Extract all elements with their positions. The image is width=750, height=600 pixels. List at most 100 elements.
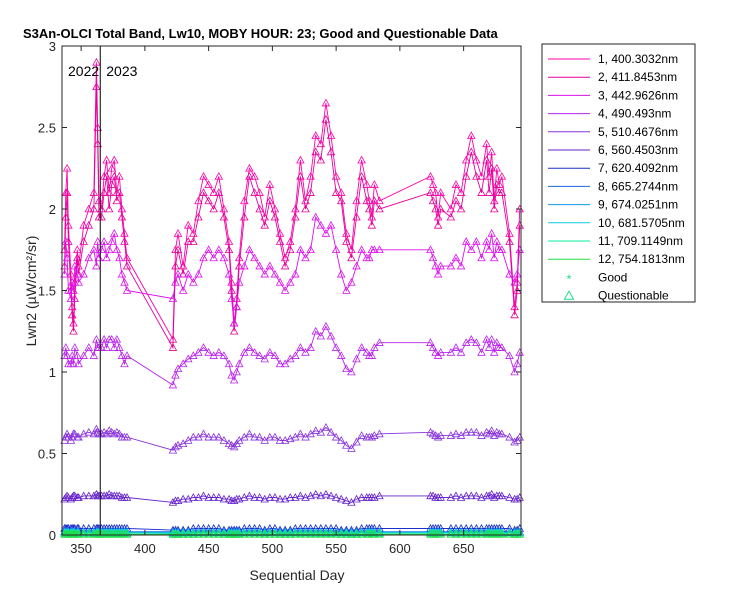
data-point <box>301 204 310 213</box>
data-point <box>461 529 471 538</box>
x-axis-ticks: 350 400 450 500 550 600 650 <box>70 46 474 556</box>
data-point <box>347 245 356 254</box>
data-point <box>370 431 379 439</box>
data-point <box>426 338 435 346</box>
y-tick-label: 1.5 <box>38 284 56 299</box>
x-axis-label: Sequential Day <box>250 567 345 583</box>
data-point <box>93 139 102 148</box>
data-point <box>104 204 114 213</box>
data-point <box>62 163 72 172</box>
data-point <box>204 529 213 538</box>
chart-title: S3An-OLCI Total Band, Lw10, MOBY HOUR: 2… <box>23 26 499 41</box>
legend-entry-8: 8, 665.2744nm <box>548 179 678 193</box>
data-point <box>375 245 384 254</box>
data-point <box>189 530 198 538</box>
data-point <box>178 269 188 278</box>
data-point <box>280 530 290 538</box>
data-point <box>270 351 280 359</box>
data-point <box>446 431 456 439</box>
legend-star-symbol: * <box>566 271 571 286</box>
data-point <box>255 188 264 196</box>
data-point <box>512 359 522 368</box>
data-point <box>451 491 461 500</box>
data-point <box>275 237 285 245</box>
data-point <box>451 180 461 188</box>
data-point <box>342 528 351 537</box>
data-point <box>229 496 239 505</box>
data-point <box>74 529 83 538</box>
data-point <box>306 343 315 351</box>
data-point <box>214 493 224 501</box>
data-point <box>461 237 471 245</box>
data-point <box>505 351 514 359</box>
data-point <box>456 493 466 501</box>
data-point <box>357 493 366 501</box>
x-tick-label: 350 <box>70 541 92 556</box>
data-point <box>362 196 372 205</box>
data-point <box>74 277 83 286</box>
series-12 <box>60 529 525 538</box>
data-point <box>487 163 496 172</box>
data-point <box>477 171 486 180</box>
data-point <box>255 351 264 359</box>
series-3 <box>60 212 525 327</box>
legend-label: 3, 442.9626nm <box>598 88 678 102</box>
data-point <box>352 261 361 270</box>
data-point <box>99 237 109 245</box>
data-point <box>275 436 285 444</box>
data-point <box>178 494 188 503</box>
data-point <box>428 196 438 205</box>
data-point <box>489 348 499 356</box>
data-point <box>79 269 88 278</box>
data-point <box>112 334 122 343</box>
data-point <box>93 237 102 245</box>
data-point <box>227 294 236 302</box>
data-point <box>199 171 208 180</box>
data-point <box>321 529 331 538</box>
data-point <box>336 188 346 196</box>
data-point <box>245 528 254 536</box>
data-point <box>171 370 180 379</box>
data-point <box>489 204 499 213</box>
series-5 <box>60 422 525 454</box>
data-point <box>112 196 122 205</box>
data-point <box>224 245 234 254</box>
data-point <box>275 530 285 538</box>
data-point <box>109 429 119 438</box>
data-point <box>107 163 117 172</box>
x-tick-label: 650 <box>453 541 475 556</box>
data-point <box>352 494 361 503</box>
data-point <box>115 429 124 438</box>
data-point <box>375 196 384 205</box>
data-point <box>79 491 88 500</box>
data-point <box>321 114 331 123</box>
data-point <box>189 528 198 537</box>
data-point <box>321 422 331 431</box>
data-point <box>326 427 336 436</box>
data-point <box>260 494 270 503</box>
legend-triangle-symbol <box>563 290 575 300</box>
data-point <box>194 529 203 538</box>
data-point <box>178 530 188 538</box>
data-point <box>492 180 502 188</box>
data-point <box>69 286 78 294</box>
data-point <box>451 529 461 538</box>
data-point <box>436 348 445 356</box>
data-point <box>99 188 109 196</box>
data-point <box>497 343 507 351</box>
data-point <box>265 261 275 270</box>
data-point <box>168 497 178 506</box>
data-point <box>451 429 461 438</box>
data-point <box>487 229 496 237</box>
data-point <box>336 351 346 359</box>
data-point <box>66 294 76 302</box>
data-point <box>370 529 379 538</box>
data-point <box>62 188 72 196</box>
data-point <box>301 493 310 501</box>
data-point <box>199 253 208 262</box>
data-point <box>102 343 111 351</box>
y-tick-label: 1 <box>49 365 56 380</box>
data-point <box>291 212 300 221</box>
data-point <box>84 204 94 213</box>
legend-entry-3: 3, 442.9626nm <box>548 88 678 102</box>
